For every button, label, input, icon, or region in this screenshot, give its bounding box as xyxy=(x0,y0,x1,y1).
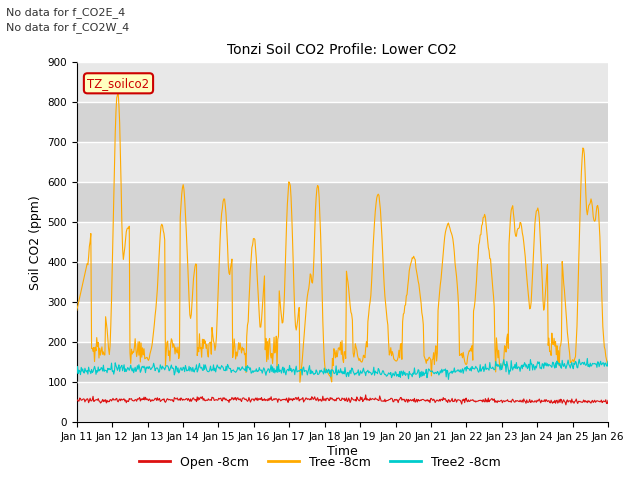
Bar xyxy=(77,102,608,143)
Text: No data for f_CO2E_4: No data for f_CO2E_4 xyxy=(6,7,125,18)
Title: Tonzi Soil CO2 Profile: Lower CO2: Tonzi Soil CO2 Profile: Lower CO2 xyxy=(227,43,458,57)
Y-axis label: Soil CO2 (ppm): Soil CO2 (ppm) xyxy=(29,195,42,290)
Bar xyxy=(77,143,608,182)
X-axis label: Time: Time xyxy=(327,445,358,458)
Text: No data for f_CO2W_4: No data for f_CO2W_4 xyxy=(6,22,130,33)
Text: TZ_soilco2: TZ_soilco2 xyxy=(88,77,150,90)
Legend: Open -8cm, Tree -8cm, Tree2 -8cm: Open -8cm, Tree -8cm, Tree2 -8cm xyxy=(134,451,506,474)
Bar xyxy=(77,182,608,222)
Bar xyxy=(77,222,608,263)
Bar xyxy=(77,263,608,302)
Bar xyxy=(77,62,608,102)
Bar xyxy=(77,302,608,342)
Bar xyxy=(77,383,608,422)
Bar xyxy=(77,342,608,383)
